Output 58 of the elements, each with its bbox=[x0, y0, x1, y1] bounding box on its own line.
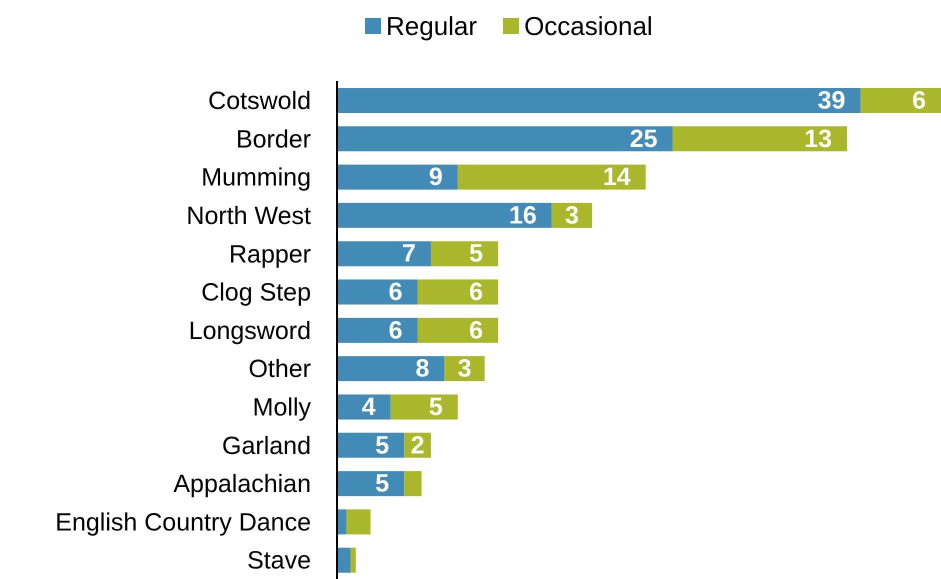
bar bbox=[390, 394, 458, 420]
y-tick-label: English Country Dance bbox=[55, 508, 311, 536]
y-tick-label: Other bbox=[248, 355, 311, 384]
bar bbox=[337, 432, 404, 458]
data-label: 3 bbox=[564, 201, 579, 230]
bar bbox=[337, 548, 350, 573]
bar bbox=[418, 318, 498, 343]
data-label: 16 bbox=[508, 201, 537, 230]
data-label: 5 bbox=[428, 392, 443, 421]
data-label: 3 bbox=[458, 354, 472, 383]
bar bbox=[860, 88, 941, 113]
y-tick-label: Appalachian bbox=[173, 470, 311, 498]
bar bbox=[672, 126, 848, 152]
bar bbox=[430, 241, 498, 266]
bar bbox=[337, 471, 404, 496]
data-label: 2 bbox=[410, 431, 425, 460]
y-tick-label: Rapper bbox=[229, 240, 311, 268]
data-label: 6 bbox=[469, 278, 484, 306]
legend-label: Regular bbox=[386, 10, 478, 43]
y-tick-label: Clog Step bbox=[201, 278, 311, 307]
data-label: 6 bbox=[388, 316, 403, 344]
data-label: 25 bbox=[630, 124, 658, 153]
y-tick-label: Longsword bbox=[188, 316, 311, 345]
y-tick-label: Border bbox=[236, 125, 311, 154]
bar bbox=[337, 356, 444, 382]
y-tick-label: Molly bbox=[252, 393, 312, 422]
bar bbox=[337, 126, 673, 152]
data-label: 5 bbox=[375, 431, 390, 460]
data-label: 13 bbox=[804, 124, 832, 153]
bar bbox=[337, 318, 418, 343]
y-tick-label: Cotswold bbox=[208, 87, 311, 116]
legend-label: Occasional bbox=[524, 10, 653, 43]
data-label: 8 bbox=[415, 354, 430, 383]
bar bbox=[337, 280, 418, 305]
bar bbox=[418, 280, 498, 305]
bar bbox=[337, 88, 860, 113]
bar bbox=[404, 471, 422, 496]
y-tick-label: North West bbox=[186, 202, 312, 230]
data-label: 6 bbox=[469, 316, 484, 344]
data-label: 6 bbox=[912, 86, 926, 114]
bar bbox=[458, 164, 646, 190]
bar bbox=[337, 241, 431, 266]
data-label: 9 bbox=[428, 163, 443, 192]
bar bbox=[337, 202, 552, 228]
y-tick-label: Mumming bbox=[201, 164, 311, 192]
y-tick-label: Stave bbox=[247, 546, 311, 575]
y-tick-label: Garland bbox=[222, 432, 311, 460]
data-label: 6 bbox=[388, 278, 403, 306]
data-label: 7 bbox=[402, 240, 416, 268]
data-label: 39 bbox=[818, 86, 846, 114]
bar bbox=[337, 164, 458, 190]
bar bbox=[346, 509, 371, 534]
bar bbox=[337, 509, 346, 534]
data-label: 14 bbox=[602, 163, 631, 192]
data-label: 5 bbox=[469, 240, 484, 268]
data-label: 5 bbox=[375, 470, 390, 498]
data-label: 4 bbox=[362, 392, 376, 421]
bar bbox=[350, 548, 356, 573]
